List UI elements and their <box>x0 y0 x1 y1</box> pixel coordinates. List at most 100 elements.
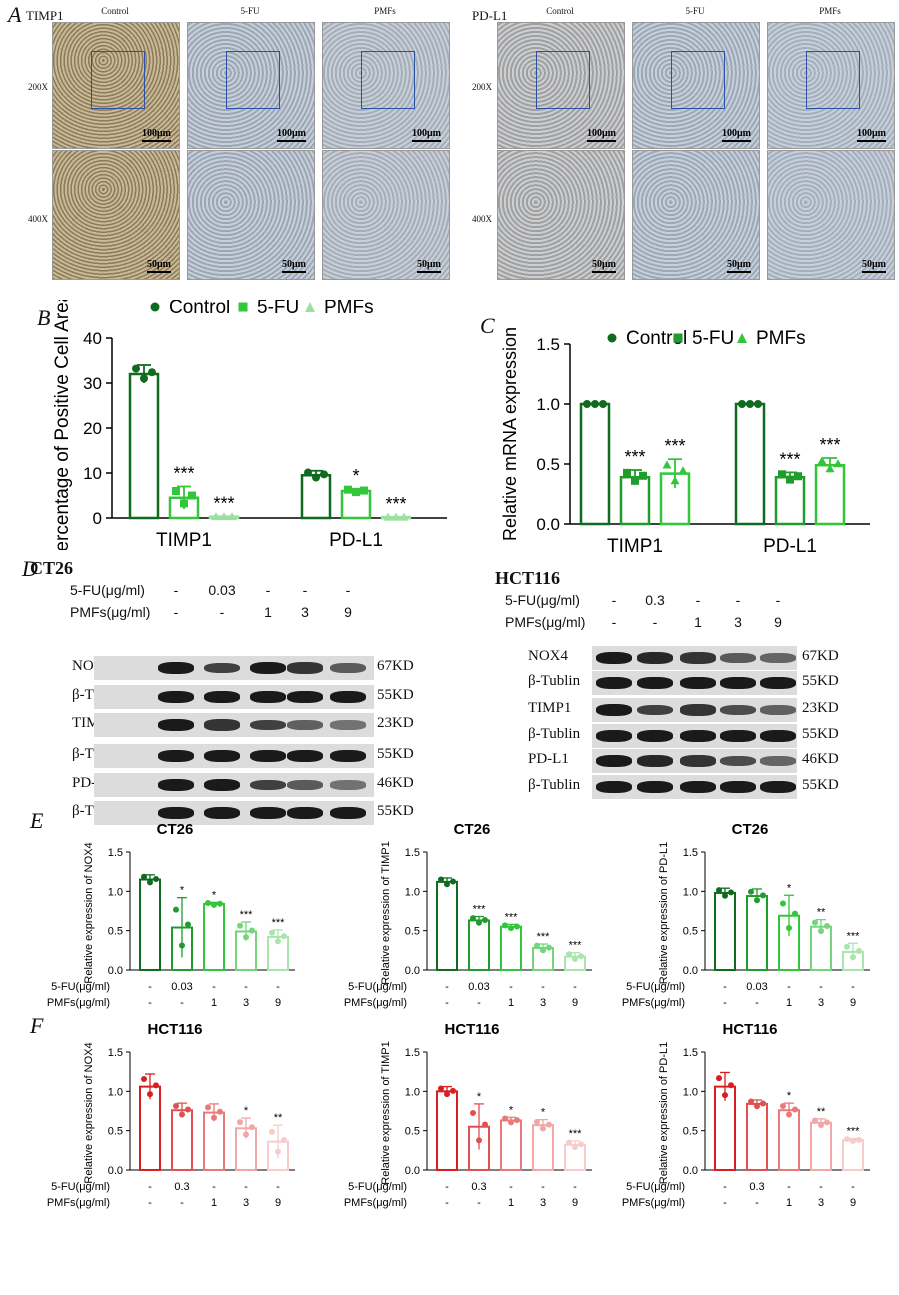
data-point <box>360 486 368 495</box>
dose-value: - <box>723 981 727 993</box>
ihc-micrograph: 100μm <box>497 22 625 149</box>
significance-marker: *** <box>569 1128 583 1140</box>
treatment-label: 5-FU(μg/ml) <box>626 981 685 993</box>
blot-band <box>596 730 632 742</box>
chart-title: HCT116 <box>444 1021 499 1038</box>
blot-band <box>596 704 632 716</box>
significance-marker: *** <box>505 911 519 923</box>
data-point <box>249 1124 255 1131</box>
dose-value: - <box>276 1181 280 1193</box>
data-point <box>833 459 843 468</box>
data-point <box>399 512 409 521</box>
data-point <box>792 1106 798 1113</box>
scale-bar: 100μm <box>412 128 441 142</box>
blot-molecular-weight: 55KD <box>377 803 414 819</box>
treatment-label: 5-FU(μg/ml) <box>505 592 580 608</box>
dose-value: - <box>509 1181 513 1193</box>
data-point <box>188 491 196 500</box>
data-point <box>578 1141 584 1148</box>
significance-marker: ** <box>274 1112 283 1124</box>
x-category-label: PD-L1 <box>329 530 383 550</box>
blot-band <box>637 755 673 767</box>
dose-value: - <box>723 1181 727 1193</box>
blot-title: CT26 <box>30 558 74 578</box>
data-point <box>818 927 824 934</box>
significance-marker: *** <box>537 931 551 943</box>
panel-label-c: C <box>480 313 495 338</box>
blot-band <box>720 653 756 663</box>
data-point <box>844 1136 850 1143</box>
bar <box>778 1109 800 1171</box>
blot-band <box>287 780 323 790</box>
bar <box>579 402 611 526</box>
blot-band <box>204 662 240 674</box>
data-point <box>153 876 159 883</box>
data-point <box>572 1144 578 1151</box>
zoom-region-box <box>361 51 415 109</box>
ihc-column-label: PMFs <box>374 6 396 16</box>
ihc-micrograph: 50μm <box>497 150 625 280</box>
data-point <box>320 470 328 479</box>
blot-band <box>680 652 716 664</box>
dose-value: - <box>180 997 184 1009</box>
data-point <box>508 925 514 932</box>
y-tick-label: 1.0 <box>108 1086 123 1098</box>
blot-molecular-weight: 55KD <box>802 726 839 742</box>
scale-bar: 100μm <box>857 128 886 142</box>
y-axis-label: Relative expression of NOX4 <box>83 1042 95 1183</box>
legend-entry: 5-FU <box>257 300 299 318</box>
data-point <box>754 1103 760 1110</box>
y-tick-label: 1.5 <box>108 847 123 859</box>
dose-value: - <box>212 981 216 993</box>
blot-protein-label: β-Tublin <box>528 777 581 793</box>
significance-marker: *** <box>779 449 800 469</box>
dose-value: - <box>276 981 280 993</box>
ihc-micrograph: 100μm <box>52 22 180 149</box>
blot-band <box>287 807 323 819</box>
blot-band <box>637 704 673 716</box>
y-tick-label: 1.5 <box>405 1047 420 1059</box>
blot-band <box>287 750 323 762</box>
treatment-label: PMFs(μg/ml) <box>622 997 685 1009</box>
y-tick-label: 1.5 <box>683 847 698 859</box>
bar <box>300 474 332 520</box>
data-point <box>716 1075 722 1082</box>
blot-band <box>637 781 673 793</box>
bar <box>436 1090 458 1171</box>
dose-value: 0.03 <box>746 981 767 993</box>
blot-molecular-weight: 23KD <box>802 700 839 716</box>
data-point <box>546 1121 552 1128</box>
ihc-micrograph: 100μm <box>767 22 895 149</box>
blot-band <box>330 807 366 819</box>
data-point <box>817 456 827 465</box>
dose-value: 1 <box>508 1197 514 1209</box>
chart-title: CT26 <box>454 821 491 838</box>
data-point <box>780 900 786 907</box>
dose-value: - <box>723 1197 727 1209</box>
data-point <box>572 955 578 962</box>
y-tick-label: 0.5 <box>405 926 420 938</box>
data-point <box>205 899 211 906</box>
y-axis-label: Relative expression of TIMP1 <box>380 841 392 984</box>
legend-entry: Control <box>626 328 687 349</box>
ihc-row-label: 400X <box>472 214 492 224</box>
legend-entry: Control <box>169 300 230 318</box>
legend-marker-triangle <box>305 302 315 312</box>
blot-molecular-weight: 55KD <box>377 746 414 762</box>
y-tick-label: 1.0 <box>405 886 420 898</box>
data-point <box>534 942 540 949</box>
dose-value: 1 <box>264 604 272 620</box>
blot-band <box>596 781 632 793</box>
dose-value: - <box>723 997 727 1009</box>
y-tick-label: 1.0 <box>683 1086 698 1098</box>
blot-band <box>250 691 286 703</box>
blot-band <box>330 720 366 730</box>
blot-band <box>158 807 194 819</box>
data-point <box>211 1114 217 1121</box>
data-point <box>746 400 754 408</box>
ihc-column-label: Control <box>101 6 129 16</box>
blot-band <box>760 677 796 689</box>
panel-label-f: F <box>30 1013 44 1038</box>
treatment-label: 5-FU(μg/ml) <box>51 1181 110 1193</box>
data-point <box>662 460 672 469</box>
